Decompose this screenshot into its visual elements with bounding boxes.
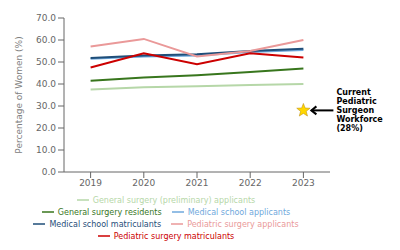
html-text:Pediatric surgery applicants: Pediatric surgery applicants [187,219,299,229]
svg-text:0.0: 0.0 [42,167,57,177]
svg-text:CurrentPediatricSurgeonWorkfor: CurrentPediatricSurgeonWorkforce(28%) [336,88,383,133]
svg-text:30.0: 30.0 [36,101,56,111]
svg-text:70.0: 70.0 [36,13,56,23]
svg-text:2020: 2020 [132,178,155,188]
svg-text:2023: 2023 [292,178,315,188]
html-text:Medical school matriculants: Medical school matriculants [49,219,162,229]
svg-text:20.0: 20.0 [36,123,56,133]
svg-text:60.0: 60.0 [36,35,56,45]
svg-text:50.0: 50.0 [36,57,56,67]
svg-text:40.0: 40.0 [36,79,56,89]
svg-text:2019: 2019 [79,178,102,188]
html-text:Pediatric surgery matriculants: Pediatric surgery matriculants [113,231,235,241]
svg-text:2022: 2022 [239,178,262,188]
svg-text:Percentage of Women (%): Percentage of Women (%) [14,36,24,153]
svg-text:10.0: 10.0 [36,145,56,155]
html-text:Medical school applicants: Medical school applicants [187,207,291,217]
html-text:General surgery residents: General surgery residents [57,207,162,217]
svg-text:2021: 2021 [186,178,209,188]
html-text:General surgery (preliminary): General surgery (preliminary) applicants [92,195,256,205]
